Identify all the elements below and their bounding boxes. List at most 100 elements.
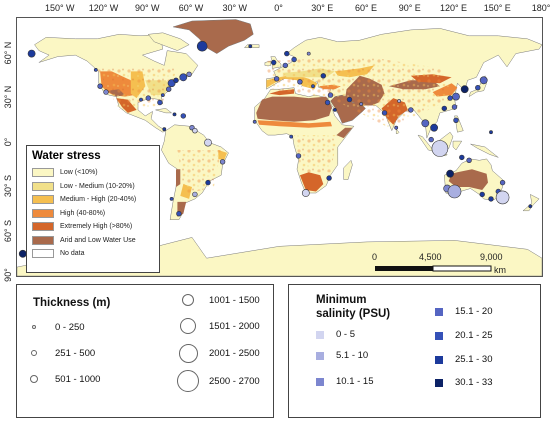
longitude-tick-9: 120° E <box>439 3 468 13</box>
thickness-label-2: 501 - 1000 <box>55 373 101 385</box>
water-stress-label-0: Low (<10%) <box>60 169 98 177</box>
salinity-label-6: 30.1 - 33 <box>455 377 493 388</box>
thickness-circle-5 <box>178 343 198 363</box>
water-stress-swatch-2 <box>32 195 54 205</box>
water-stress-legend: Water stress Low (<10%) Low - Medium (10-… <box>26 145 160 273</box>
aquifer-marker-27 <box>306 51 311 56</box>
water-stress-legend-title: Water stress <box>32 150 101 162</box>
aquifer-marker-6 <box>157 99 163 106</box>
stress-horn-africa <box>336 127 353 139</box>
aquifer-marker-61 <box>488 196 494 202</box>
aquifer-marker-54 <box>489 130 493 135</box>
salinity-swatch-4 <box>435 331 443 340</box>
salinity-swatch-2 <box>316 377 324 386</box>
aquifer-marker-59 <box>466 157 472 164</box>
salinity-legend-item-4: 20.1 - 25 <box>435 330 493 341</box>
water-stress-label-3: High (40-80%) <box>60 209 106 217</box>
aquifer-marker-36 <box>346 96 353 103</box>
salinity-label-4: 20.1 - 25 <box>455 330 493 341</box>
latitude-tick-5: 90° <box>3 268 13 282</box>
aquifer-marker-26 <box>282 62 288 69</box>
aquifer-marker-48 <box>441 105 447 112</box>
water-stress-swatch-0 <box>32 168 54 178</box>
aquifer-marker-49 <box>451 104 458 110</box>
thickness-legend-item-6: 2500 - 2700 <box>175 368 260 394</box>
aquifer-marker-45 <box>431 140 449 157</box>
thickness-legend-title: Thickness (m) <box>33 297 111 309</box>
thickness-symbol-cell-0 <box>21 325 47 329</box>
salinity-legend-item-0: 0 - 5 <box>316 329 355 340</box>
thickness-legend: Thickness (m) 0 - 250 251 - 500 501 - 1000… <box>16 284 274 418</box>
water-stress-swatch-5 <box>32 235 54 245</box>
aquifer-marker-55 <box>459 154 465 161</box>
thickness-legend-item-5: 2001 - 2500 <box>175 340 260 366</box>
thickness-circle-3 <box>182 294 194 306</box>
aquifer-marker-63 <box>499 179 506 186</box>
aquifer-marker-60 <box>479 191 485 198</box>
aquifer-marker-13 <box>180 113 187 119</box>
thickness-symbol-cell-4 <box>175 318 201 334</box>
land-cuba <box>155 108 173 114</box>
water-stress-label-2: Medium - High (20-40%) <box>60 196 137 204</box>
aquifer-marker-24 <box>284 50 290 57</box>
aquifer-marker-70 <box>252 119 257 124</box>
longitude-tick-0: 150° W <box>44 3 75 13</box>
thickness-circle-4 <box>180 318 196 334</box>
water-stress-label-6: No data <box>60 250 85 258</box>
water-stress-swatch-4 <box>32 222 54 232</box>
aquifer-marker-3 <box>103 89 109 95</box>
thickness-circle-6 <box>177 370 199 392</box>
aquifer-marker-23 <box>248 44 253 49</box>
stress-atacama <box>176 169 181 187</box>
aquifer-marker-4 <box>139 97 143 102</box>
scale-bar-segment-dark <box>375 266 433 271</box>
water-stress-legend-item-1: Low - Medium (10-20%) <box>32 180 154 194</box>
land-greenland <box>172 19 254 54</box>
aquifer-marker-14 <box>172 112 177 117</box>
aquifer-marker-47 <box>452 92 460 101</box>
aquifer-marker-8 <box>166 86 172 92</box>
stress-mottle-2 <box>177 150 222 195</box>
salinity-swatch-1 <box>316 351 324 360</box>
aquifer-marker-12 <box>186 71 192 77</box>
aquifer-marker-43 <box>430 123 438 132</box>
aquifer-marker-10 <box>173 77 179 83</box>
salinity-label-1: 5.1 - 10 <box>336 350 369 361</box>
water-stress-legend-items: Low (<10%) Low - Medium (10-20%) Medium - … <box>32 166 154 261</box>
aquifer-marker-56 <box>446 169 454 178</box>
stress-sahara <box>256 96 332 122</box>
thickness-symbol-cell-6 <box>175 370 201 392</box>
aquifer-marker-40 <box>397 99 402 103</box>
longitude-tick-7: 60° E <box>354 3 378 13</box>
aquifer-marker-29 <box>273 76 280 82</box>
salinity-legend-title-line1: Minimum <box>316 294 367 306</box>
scale-bar-label-max: 9,000 <box>480 252 503 262</box>
thickness-label-0: 0 - 250 <box>55 321 85 333</box>
aquifer-marker-17 <box>192 127 198 134</box>
aquifer-marker-28 <box>271 59 277 66</box>
aquifer-marker-42 <box>421 119 430 128</box>
stress-south-africa <box>299 172 324 192</box>
thickness-symbol-cell-2 <box>21 375 47 383</box>
thickness-label-3: 1001 - 1500 <box>209 294 260 306</box>
aquifer-marker-46 <box>447 95 453 101</box>
aquifer-marker-5 <box>145 95 152 101</box>
salinity-legend-item-3: 15.1 - 20 <box>435 306 493 317</box>
aquifer-marker-69 <box>289 134 294 139</box>
aquifer-marker-51 <box>460 85 469 94</box>
longitude-tick-4: 30° W <box>222 3 248 13</box>
thickness-legend-item-1: 251 - 500 <box>21 340 95 366</box>
longitude-tick-10: 150° E <box>483 3 511 13</box>
salinity-legend-title-line2: salinity (PSU) <box>316 308 391 320</box>
salinity-legend: Minimum salinity (PSU) 0 - 5 5.1 - 10 10.1… <box>288 284 541 418</box>
aquifer-marker-22 <box>196 40 208 52</box>
water-stress-swatch-1 <box>32 181 54 191</box>
water-stress-legend-item-6: No data <box>32 247 154 261</box>
scale-bar-unit: km <box>494 265 506 275</box>
salinity-legend-item-2: 10.1 - 15 <box>316 376 374 387</box>
water-stress-label-5: Arid and Low Water Use <box>60 236 136 244</box>
aquifer-marker-39 <box>394 125 399 130</box>
aquifer-marker-72 <box>169 196 174 201</box>
stress-sahel-high <box>257 120 332 128</box>
stress-mottle-0 <box>97 68 178 110</box>
